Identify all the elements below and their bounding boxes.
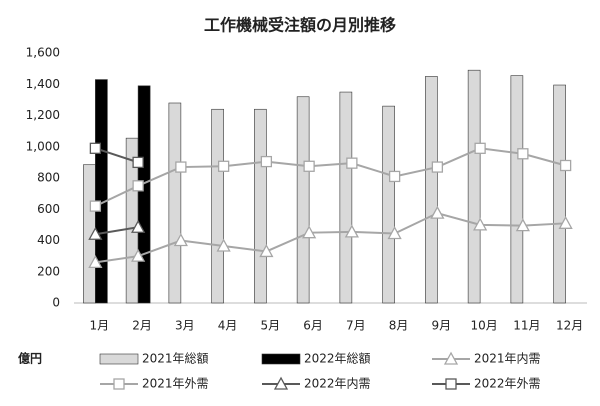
legend-marker	[113, 378, 125, 390]
legend-marker	[443, 351, 459, 365]
point	[173, 233, 188, 247]
bar	[296, 96, 310, 304]
point	[89, 200, 102, 212]
y-tick-label: 200	[37, 264, 60, 278]
legend-label: 2021年総額	[142, 352, 209, 366]
bar	[425, 76, 438, 304]
x-tick-label: 10月	[470, 319, 497, 333]
y-tick-label: 0	[52, 296, 60, 310]
point	[303, 160, 315, 172]
bar	[168, 102, 182, 304]
legend-swatch	[261, 353, 301, 365]
x-tick-label: 2月	[132, 319, 152, 333]
y-unit: 億円	[18, 351, 42, 366]
point	[88, 255, 103, 269]
point	[89, 142, 102, 154]
point	[131, 248, 146, 262]
y-tick-label: 600	[37, 202, 60, 216]
line	[94, 147, 566, 208]
point	[473, 217, 488, 231]
point	[217, 160, 230, 172]
point	[216, 238, 231, 252]
point	[344, 224, 359, 238]
x-tick-label: 11月	[513, 319, 540, 333]
x-tick-label: 5月	[261, 319, 281, 333]
bar	[211, 108, 224, 304]
point	[302, 225, 317, 239]
bar	[467, 69, 481, 304]
legend-label: 2021年内需	[474, 352, 541, 366]
bar	[510, 75, 524, 304]
y-tick-label: 1,200	[26, 108, 60, 122]
point	[558, 215, 573, 229]
line	[95, 212, 566, 264]
legend-marker	[273, 376, 289, 390]
point	[387, 226, 402, 240]
y-tick-label: 1,000	[26, 139, 60, 153]
x-tick-label: 7月	[346, 319, 366, 333]
point	[388, 170, 401, 183]
legend-swatch	[99, 353, 139, 365]
x-tick-label: 6月	[303, 319, 323, 333]
x-tick-label: 9月	[432, 319, 452, 333]
chart-title: 工作機械受注額の月別推移	[204, 16, 396, 35]
line	[95, 226, 139, 236]
bar	[553, 84, 566, 304]
point	[517, 148, 529, 160]
point	[559, 159, 572, 172]
legend-label: 2021年外需	[142, 377, 209, 391]
legend-label: 2022年総額	[304, 352, 371, 366]
y-tick-label: 1,600	[26, 46, 60, 60]
bar	[382, 105, 395, 304]
y-tick-label: 1,400	[26, 77, 60, 91]
bar	[137, 85, 151, 304]
x-tick-label: 8月	[389, 319, 409, 333]
line	[95, 147, 139, 164]
x-tick-label: 12月	[556, 319, 583, 333]
bar	[254, 108, 267, 304]
x-tick-label: 3月	[175, 319, 195, 333]
point	[431, 161, 444, 173]
point	[259, 244, 274, 258]
point	[515, 218, 530, 232]
x-tick-label: 1月	[90, 319, 110, 333]
legend-label: 2022年内需	[304, 377, 371, 391]
point	[132, 180, 144, 192]
point	[260, 155, 273, 168]
point	[88, 226, 103, 240]
point	[131, 219, 146, 233]
legend-marker	[445, 378, 457, 390]
bar	[339, 91, 353, 304]
y-tick-label: 800	[37, 171, 60, 185]
point	[474, 142, 486, 154]
point	[346, 157, 358, 169]
x-tick-label: 4月	[218, 319, 238, 333]
y-tick-label: 400	[37, 233, 60, 247]
point	[175, 161, 187, 173]
point	[132, 156, 144, 169]
point	[430, 205, 445, 219]
legend-label: 2022年外需	[474, 377, 541, 391]
bar	[95, 79, 108, 304]
